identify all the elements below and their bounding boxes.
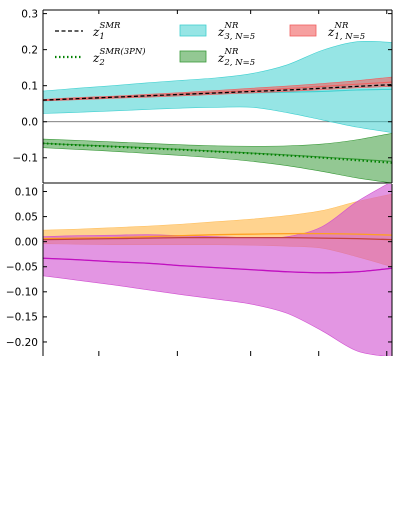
legend-label-sup: SMR xyxy=(100,21,122,31)
legend-label-sup: NR xyxy=(334,21,349,31)
plot-area xyxy=(43,184,392,356)
legend-swatch xyxy=(289,24,317,37)
y-tick-label: −0.1 xyxy=(13,153,39,165)
legend-label-base: z xyxy=(217,51,225,65)
legend-swatch xyxy=(179,50,207,63)
legend-label-base: z xyxy=(92,51,100,65)
legend-label-sub: 1 xyxy=(99,32,104,42)
y-tick-label: 0.05 xyxy=(15,211,38,223)
y-tick-label: −0.20 xyxy=(6,337,38,349)
y-tick-label: 0.3 xyxy=(21,8,38,20)
legend-label-base: z xyxy=(92,25,100,39)
legend-label-sup: NR xyxy=(224,47,239,57)
series-line-1-4 xyxy=(43,236,392,241)
legend-entry: z1, N=5NR xyxy=(289,21,365,42)
y-tick-label: −0.05 xyxy=(6,262,38,274)
legend-label-sup: NR xyxy=(224,21,239,31)
legend-label-sub: 3, N=5 xyxy=(224,32,255,42)
bottom-panel: −0.20 −0.15 −0.10 −0.05 0.00 0.05 0.10 xyxy=(6,184,393,356)
legend-label-sub: 2 xyxy=(98,58,104,68)
legend-entry: z1SMR xyxy=(55,21,121,42)
legend-label: z2SMR(3PN) xyxy=(92,46,146,68)
band-1-1 xyxy=(43,184,392,356)
y-tick-label: 0.1 xyxy=(21,80,38,92)
legend-label: z1SMR xyxy=(92,21,121,42)
legend-entry: z3, N=5NR xyxy=(179,21,255,42)
legend-label: z2, N=5NR xyxy=(217,47,255,68)
legend-entry: z2SMR(3PN) xyxy=(55,46,146,68)
series-line-1-2 xyxy=(43,232,392,240)
series-line-0-0 xyxy=(43,83,392,101)
plot-area xyxy=(43,40,392,183)
legend-label: z1, N=5NR xyxy=(327,21,365,42)
y-tick-label: 0.2 xyxy=(21,44,38,56)
legend-label-sub: 2, N=5 xyxy=(223,58,255,68)
legend-swatch xyxy=(179,24,207,37)
y-tick-label: 0.10 xyxy=(15,186,38,198)
y-tick-label: 0.00 xyxy=(15,236,38,248)
band-0-4 xyxy=(43,132,392,183)
legend-entry: z2, N=5NR xyxy=(179,47,255,68)
legend-label-sub: 1, N=5 xyxy=(334,32,365,42)
legend-label-base: z xyxy=(217,25,225,39)
band-center-line-0-4 xyxy=(43,142,392,162)
band-0-2 xyxy=(43,40,392,133)
legend-label: z3, N=5NR xyxy=(217,21,255,42)
y-tick-label: −0.10 xyxy=(6,287,38,299)
y-tick-label: −0.15 xyxy=(6,312,38,324)
legend-label-sup: SMR(3PN) xyxy=(100,46,146,57)
legend-label-base: z xyxy=(327,25,335,39)
y-tick-label: 0.0 xyxy=(21,117,38,129)
series-line-1-3 xyxy=(43,257,392,274)
